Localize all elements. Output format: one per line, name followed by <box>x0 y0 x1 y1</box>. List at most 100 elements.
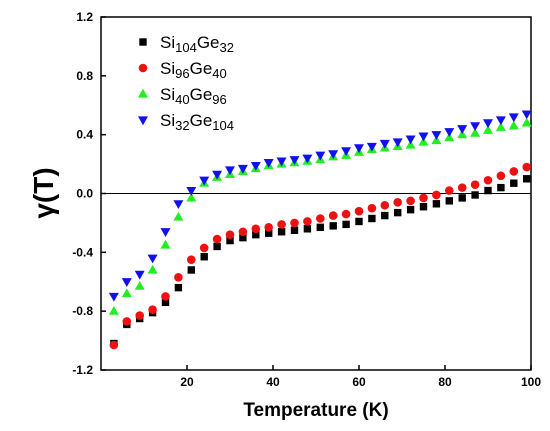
data-point <box>290 226 299 234</box>
data-point <box>470 122 481 132</box>
data-point <box>379 139 390 149</box>
data-point <box>161 292 170 301</box>
data-point <box>418 132 429 142</box>
legend-label: Si96Ge40 <box>160 59 227 81</box>
data-point <box>147 254 158 264</box>
y-tick-label: -1.2 <box>72 363 93 377</box>
data-point <box>355 217 363 226</box>
y-tick-label: 0.8 <box>76 69 93 83</box>
data-point <box>341 209 351 219</box>
x-tick-label: 40 <box>266 375 280 389</box>
y-tick-label: 1.2 <box>76 10 93 24</box>
data-point <box>328 211 338 220</box>
data-point <box>160 239 171 249</box>
y-tick-label: -0.4 <box>72 245 93 259</box>
data-point <box>186 192 197 202</box>
data-point <box>303 217 312 226</box>
data-point <box>470 127 481 137</box>
data-point <box>483 125 493 134</box>
data-point <box>173 211 184 221</box>
data-point <box>173 200 184 209</box>
data-point <box>366 142 377 152</box>
data-point <box>303 225 312 233</box>
data-point <box>458 194 466 202</box>
data-point <box>199 176 210 186</box>
data-point <box>237 164 248 174</box>
data-point <box>316 223 324 232</box>
series-3-points <box>108 110 532 302</box>
data-point <box>354 206 364 216</box>
legend-marker <box>138 88 148 98</box>
data-point <box>187 255 196 264</box>
data-point <box>521 117 532 127</box>
data-point <box>405 135 416 145</box>
data-point <box>161 298 170 307</box>
data-markers <box>108 110 532 350</box>
data-point <box>510 179 518 187</box>
data-point <box>445 186 454 195</box>
data-point <box>328 150 339 159</box>
data-point <box>521 110 532 120</box>
data-point <box>368 214 376 223</box>
data-point <box>471 191 479 199</box>
y-tick-label: 0.4 <box>76 128 93 142</box>
data-point <box>496 171 506 181</box>
data-point <box>121 288 132 298</box>
data-point <box>225 230 235 239</box>
data-point <box>406 205 415 214</box>
data-point <box>108 305 119 315</box>
data-point <box>445 197 453 205</box>
data-point <box>147 264 158 274</box>
legend-marker <box>138 116 148 126</box>
data-point <box>251 224 261 234</box>
data-point <box>457 125 468 134</box>
data-point <box>148 305 157 314</box>
data-point <box>393 198 403 207</box>
data-point <box>419 203 428 211</box>
data-point <box>226 236 234 245</box>
data-point <box>160 228 171 237</box>
data-point <box>497 183 505 192</box>
data-point <box>457 183 467 192</box>
data-point <box>392 138 403 148</box>
data-point <box>341 147 352 157</box>
data-point <box>225 166 235 176</box>
data-point <box>342 220 350 229</box>
data-point <box>134 270 145 280</box>
data-point <box>508 113 519 123</box>
legend-label: Si32Ge104 <box>160 111 234 133</box>
data-point <box>250 161 261 171</box>
data-point <box>213 242 221 251</box>
data-point <box>134 280 145 290</box>
data-point <box>394 208 402 217</box>
data-point <box>381 211 389 220</box>
data-point <box>431 131 442 140</box>
data-point <box>265 229 273 237</box>
legend-label: Si104Ge32 <box>160 33 234 55</box>
data-point <box>495 122 506 131</box>
data-point <box>122 317 132 326</box>
y-tick-label: 0.0 <box>76 187 93 201</box>
data-point <box>419 193 428 203</box>
data-point <box>212 234 222 244</box>
data-point <box>509 167 519 176</box>
data-point <box>522 162 531 172</box>
y-axis-title: γ(T) <box>28 167 59 218</box>
data-point <box>316 214 325 223</box>
data-point <box>380 200 390 210</box>
series-1-points <box>109 162 531 350</box>
data-point <box>289 156 300 165</box>
data-point <box>238 227 248 237</box>
data-point <box>290 218 299 228</box>
x-tick-label: 80 <box>438 375 452 389</box>
x-tick-label: 60 <box>352 375 366 389</box>
data-point <box>109 340 119 350</box>
data-point <box>239 233 247 242</box>
data-point <box>484 186 492 195</box>
data-point <box>108 292 119 302</box>
data-point <box>277 228 286 236</box>
data-point <box>483 119 493 129</box>
data-point <box>174 283 183 292</box>
data-point <box>483 175 493 185</box>
data-point <box>302 154 313 164</box>
